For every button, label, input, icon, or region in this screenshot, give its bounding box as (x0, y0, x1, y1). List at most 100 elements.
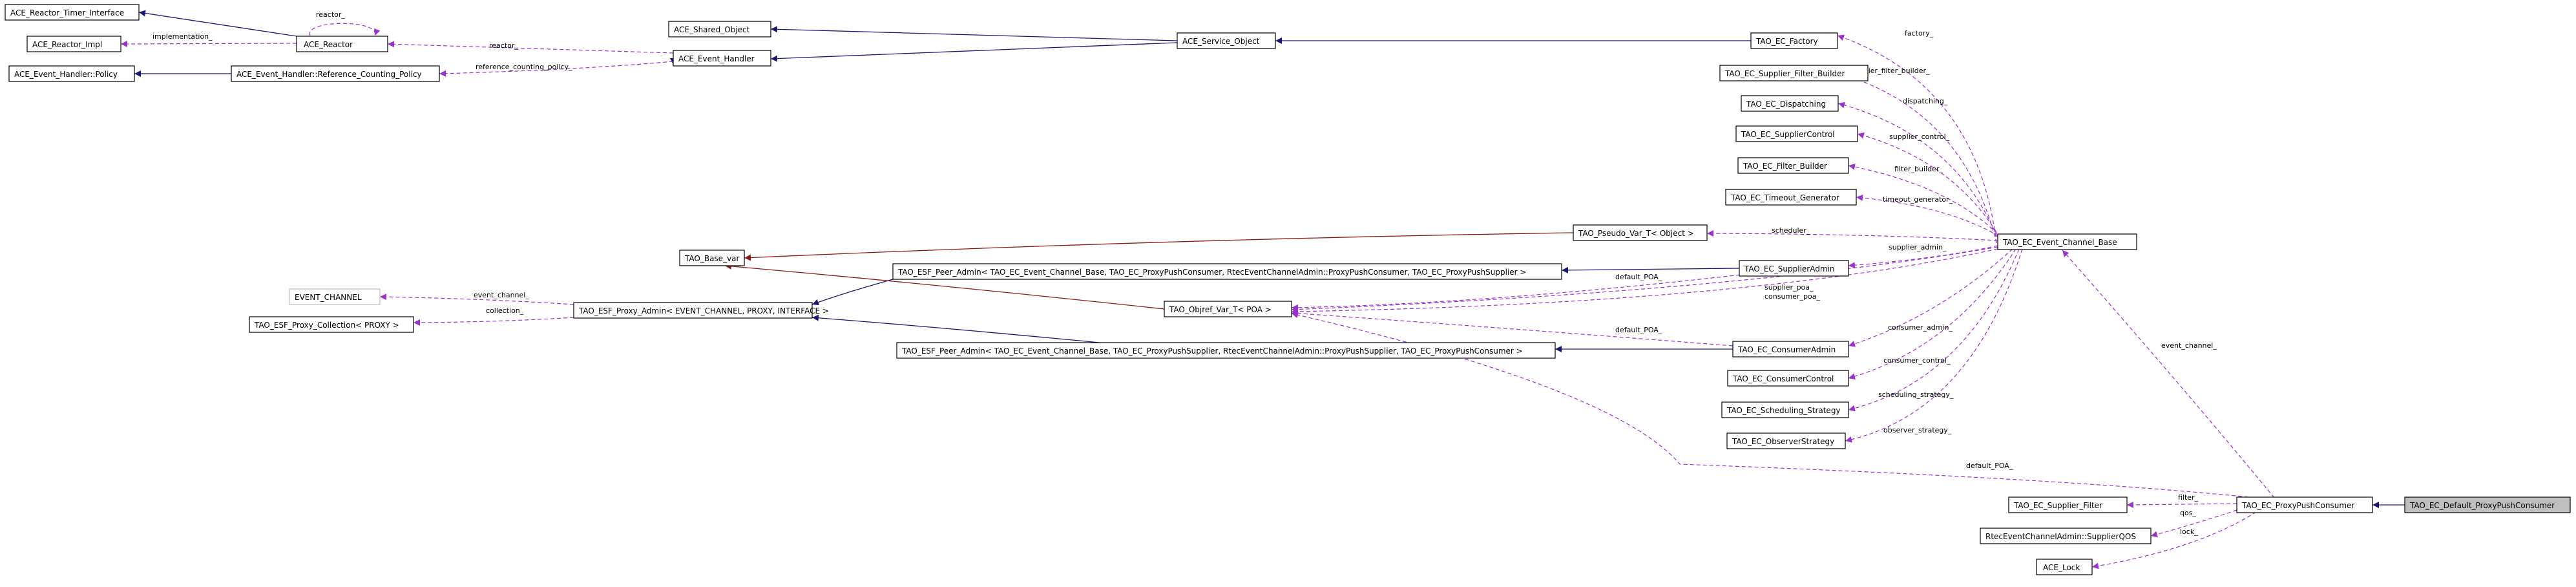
edge-label-factory: factory_ (1905, 29, 1934, 37)
edge-label-dispatching: dispatching_ (1903, 97, 1948, 105)
node-tao-ec-supplier-filter-builder[interactable]: TAO_EC_Supplier_Filter_Builder (1719, 65, 1869, 81)
edge-label-timeout-generator: timeout_generator_ (1883, 195, 1953, 204)
node-ace-event-handler[interactable]: ACE_Event_Handler (673, 50, 771, 67)
node-tao-ec-filter-builder[interactable]: TAO_EC_Filter_Builder (1737, 157, 1849, 174)
node-ace-service-object[interactable]: ACE_Service_Object (1177, 32, 1276, 49)
nodes: ACE_Reactor_Timer_Interface ACE_Reactor_… (5, 4, 2571, 575)
node-tao-ec-event-channel-base[interactable]: TAO_EC_Event_Channel_Base (1997, 233, 2137, 250)
edge-service-object-to-event-handler (770, 42, 1178, 62)
node-ace-reactor[interactable]: ACE_Reactor (296, 36, 388, 52)
node-tao-ec-proxy-push-consumer[interactable]: TAO_EC_ProxyPushConsumer (2236, 496, 2373, 513)
node-ace-event-handler-rcp[interactable]: ACE_Event_Handler::Reference_Counting_Po… (231, 65, 440, 82)
edge-label-implementation: implementation_ (152, 32, 213, 41)
node-tao-ec-dispatching[interactable]: TAO_EC_Dispatching (1741, 95, 1839, 112)
edge-label-default-poa-1: default_POA_ (1615, 273, 1662, 281)
edge-filter-builder (1848, 164, 2007, 244)
node-label: ACE_Service_Object (1182, 37, 1260, 46)
node-tao-ec-factory[interactable]: TAO_EC_Factory (1750, 32, 1838, 49)
node-label: TAO_ESF_Peer_Admin< TAO_EC_Event_Channel… (901, 347, 1523, 356)
inheritance-edges (134, 10, 2405, 508)
edge-event-channel-2 (2062, 250, 2275, 498)
edge-label-supplier-filter-builder: supplier_filter_builder_ (1849, 67, 1930, 75)
edge-label-lock: lock_ (2180, 528, 2198, 536)
edge-label-consumer-control: consumer_control_ (1883, 356, 1951, 365)
node-tao-ec-consumer-control[interactable]: TAO_EC_ConsumerControl (1727, 370, 1849, 387)
node-tao-esf-peer-admin-consumer[interactable]: TAO_ESF_Peer_Admin< TAO_EC_Event_Channel… (892, 263, 1562, 280)
node-tao-pseudo-var[interactable]: TAO_Pseudo_Var_T< Object > (1573, 224, 1708, 241)
node-ace-reactor-timer-interface[interactable]: ACE_Reactor_Timer_Interface (5, 4, 140, 21)
edge-objref-var-to-base-var (724, 262, 1165, 310)
edge-label-filter: filter_ (2178, 493, 2199, 502)
node-tao-esf-proxy-admin[interactable]: TAO_ESF_Proxy_Admin< EVENT_CHANNEL, PROX… (573, 302, 829, 319)
edge-supplier-filter-builder (1838, 72, 1997, 244)
node-rtec-supplier-qos[interactable]: RtecEventChannelAdmin::SupplierQOS (1980, 528, 2152, 544)
node-tao-ec-scheduling-strategy[interactable]: TAO_EC_Scheduling_Strategy (1721, 401, 1849, 418)
node-label: TAO_Pseudo_Var_T< Object > (1578, 229, 1694, 238)
node-tao-ec-supplier-control[interactable]: TAO_EC_SupplierControl (1735, 125, 1858, 142)
node-label: TAO_ESF_Proxy_Admin< EVENT_CHANNEL, PROX… (578, 306, 829, 315)
edge-default-poa-2 (1291, 310, 1733, 347)
edge-scheduler (1706, 230, 1998, 241)
node-label: TAO_EC_SupplierControl (1741, 130, 1835, 139)
edge-observer-strategy (1845, 248, 2023, 443)
node-label: ACE_Reactor_Impl (32, 40, 102, 49)
edge-label-consumer-poa: consumer_poa_ (1764, 292, 1820, 301)
node-event-channel-template-param[interactable]: EVENT_CHANNEL (289, 288, 381, 305)
node-label: TAO_EC_Filter_Builder (1743, 162, 1827, 171)
node-tao-base-var[interactable]: TAO_Base_var (679, 250, 745, 266)
node-tao-ec-supplier-admin[interactable]: TAO_EC_SupplierAdmin (1739, 260, 1849, 277)
edge-reactor-self (309, 23, 381, 36)
node-ace-reactor-impl[interactable]: ACE_Reactor_Impl (26, 36, 121, 52)
node-tao-ec-default-proxy-push-consumer[interactable]: TAO_EC_Default_ProxyPushConsumer (2404, 496, 2571, 513)
node-label: TAO_EC_ConsumerControl (1732, 374, 1834, 383)
node-tao-esf-peer-admin-supplier[interactable]: TAO_ESF_Peer_Admin< TAO_EC_Event_Channel… (896, 342, 1556, 359)
node-label: TAO_EC_ConsumerAdmin (1737, 345, 1836, 354)
edge-label-reactor-eh: reactor_ (489, 41, 518, 50)
node-label: ACE_Lock (2043, 563, 2080, 572)
edge-service-object-to-shared-object (770, 26, 1178, 41)
node-tao-ec-consumer-admin[interactable]: TAO_EC_ConsumerAdmin (1732, 341, 1849, 358)
edge-label-default-poa-3: default_POA_ (1966, 462, 2013, 470)
node-label: TAO_ESF_Proxy_Collection< PROXY > (254, 321, 399, 330)
edge-default-poa-1 (1291, 273, 1747, 311)
node-label: ACE_Reactor_Timer_Interface (10, 8, 124, 17)
edge-dispatching (1838, 101, 2000, 244)
node-label: TAO_EC_Supplier_Filter (2013, 501, 2102, 510)
node-label: RtecEventChannelAdmin::SupplierQOS (1985, 532, 2136, 541)
edge-label-consumer-admin: consumer_admin_ (1888, 323, 1953, 332)
edge-supplier-control (1857, 132, 2004, 244)
edge-label-event-channel-1: event_channel_ (474, 291, 529, 299)
node-label: TAO_EC_ObserverStrategy (1732, 437, 1834, 446)
node-label: TAO_EC_Dispatching (1746, 100, 1826, 109)
edge-reference-counting-policy (439, 61, 674, 77)
edge-lock (2091, 511, 2257, 570)
node-tao-ec-supplier-filter[interactable]: TAO_EC_Supplier_Filter (2008, 496, 2128, 513)
node-label: TAO_ESF_Peer_Admin< TAO_EC_Event_Channel… (897, 268, 1527, 277)
node-ace-lock[interactable]: ACE_Lock (2036, 559, 2093, 575)
edge-label-observer-strategy: observer_strategy_ (1883, 426, 1952, 434)
node-label: TAO_EC_Scheduling_Strategy (1726, 406, 1841, 415)
node-label: TAO_EC_SupplierAdmin (1744, 264, 1835, 273)
node-tao-ec-timeout-generator[interactable]: TAO_EC_Timeout_Generator (1725, 189, 1857, 206)
edge-supplier-admin-to-peer-admin (1561, 266, 1740, 273)
edge-consumer-admin (1848, 248, 2013, 347)
node-tao-ec-observer-strategy[interactable]: TAO_EC_ObserverStrategy (1726, 432, 1846, 449)
edge-label-event-channel-2: event_channel_ (2161, 341, 2217, 350)
node-ace-event-handler-policy[interactable]: ACE_Event_Handler::Policy (8, 65, 135, 82)
edge-reactor-to-timer-interface (138, 10, 297, 37)
edge-default-poa-3 (1291, 312, 2256, 498)
edge-label-collection: collection_ (486, 306, 524, 315)
node-ace-shared-object[interactable]: ACE_Shared_Object (668, 21, 771, 37)
edge-qos (2150, 509, 2237, 538)
edge-reactor-eh (387, 41, 674, 54)
template-edges (724, 232, 1574, 310)
node-label: ACE_Reactor (304, 40, 353, 49)
edge-label-filter-builder: filter_builder_ (1894, 165, 1943, 173)
node-tao-esf-proxy-collection[interactable]: TAO_ESF_Proxy_Collection< PROXY > (249, 316, 414, 333)
edge-consumer-control (1848, 248, 2016, 380)
edge-supplier-poa (1291, 246, 1998, 313)
edge-label-reactor-self: reactor_ (316, 10, 345, 19)
node-tao-objref-var[interactable]: TAO_Objref_Var_T< POA > (1164, 301, 1292, 317)
edge-peer-admin-supplier-to-proxy-admin (812, 314, 1126, 346)
